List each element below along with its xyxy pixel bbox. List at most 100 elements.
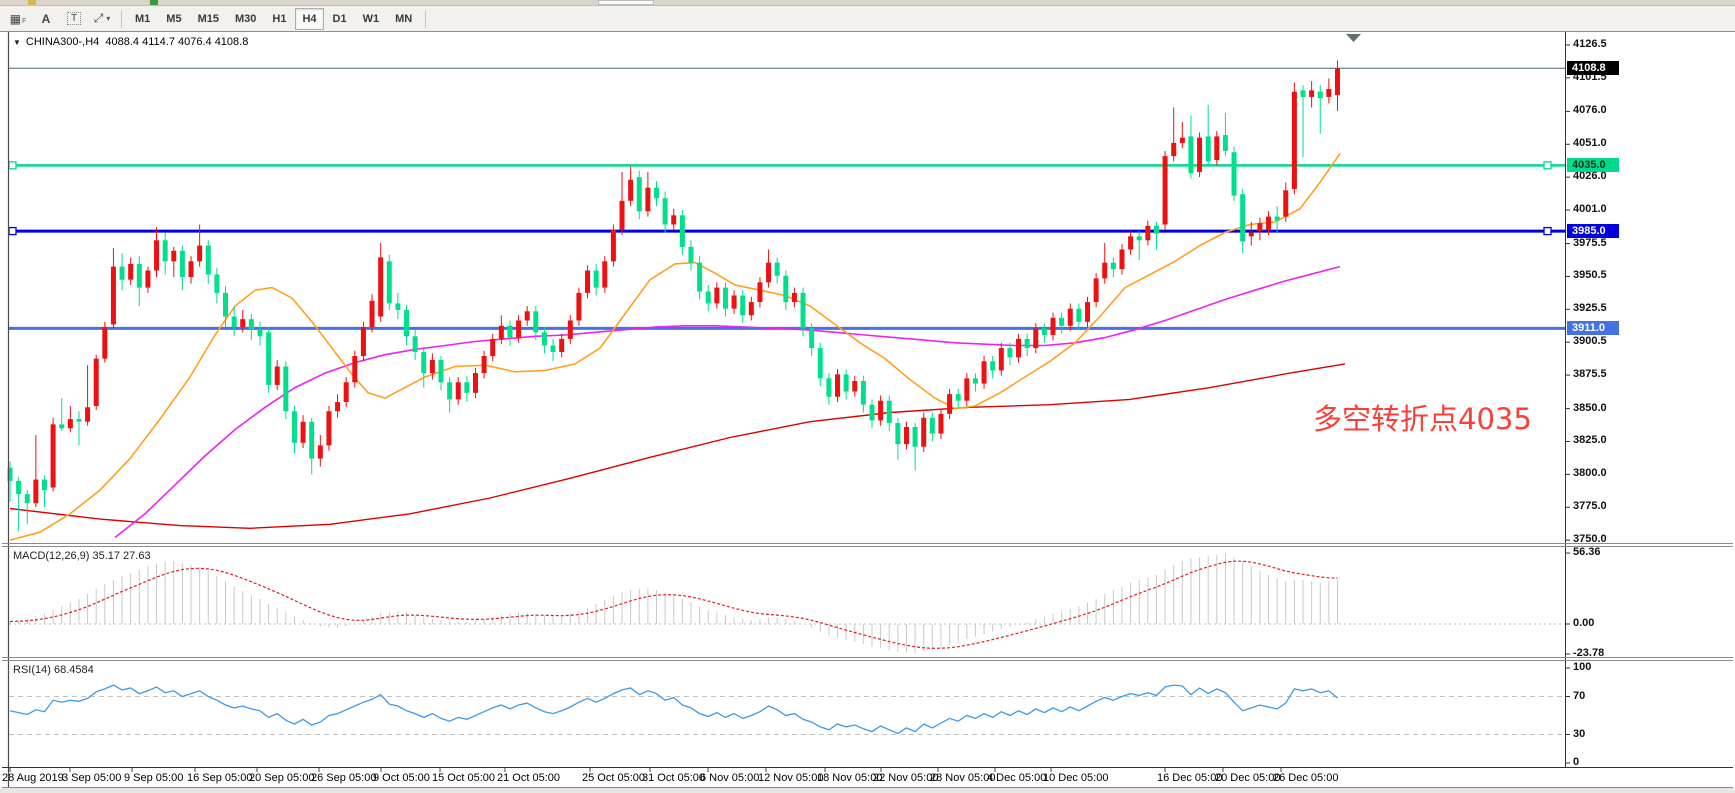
candle-body — [921, 417, 927, 447]
toolbar-separator — [425, 9, 427, 28]
line-handle[interactable] — [1543, 226, 1552, 236]
timeframe-button-MN[interactable]: MN — [395, 12, 413, 25]
time-axis-label[interactable]: 6 Nov 05:00 — [700, 772, 760, 784]
time-axis-label[interactable]: 21 Oct 05:00 — [497, 772, 560, 784]
candle-body — [1033, 328, 1039, 349]
chinese-annotation-text[interactable]: 多空转折点4035 — [1313, 402, 1532, 436]
candle-body — [317, 445, 323, 459]
time-axis-label[interactable]: 25 Oct 05:00 — [582, 772, 645, 784]
chart-shift-marker-icon[interactable] — [1346, 34, 1361, 42]
time-axis-label[interactable]: 20 Dec 05:00 — [1215, 772, 1281, 784]
draw-arrows-button[interactable]: ⤢ ▾ — [89, 8, 115, 30]
time-axis-label[interactable]: 28 Nov 05:00 — [930, 772, 996, 784]
candle-body — [472, 373, 478, 393]
candle-body — [93, 358, 99, 406]
time-axis-label[interactable]: 12 Nov 05:00 — [758, 772, 824, 784]
candle-body — [447, 382, 453, 400]
timeframe-button-W1[interactable]: W1 — [362, 12, 380, 25]
grid-glyph-sub: F — [22, 18, 27, 25]
rsi-axis-label-30: 30 — [1573, 727, 1586, 740]
time-axis-label[interactable]: 28 Aug 2019 — [2, 772, 64, 784]
time-axis-label[interactable]: 16 Dec 05:00 — [1157, 772, 1223, 784]
candle-body — [128, 263, 134, 280]
candle-body — [231, 316, 237, 328]
price-axis-label-3875.5: 3875.5 — [1573, 368, 1607, 381]
line-handle[interactable] — [8, 226, 17, 236]
time-axis-label[interactable]: 20 Sep 05:00 — [249, 772, 315, 784]
candle-body — [619, 200, 625, 230]
candle-body — [981, 361, 987, 384]
time-axis-label[interactable]: 3 Sep 05:00 — [62, 772, 122, 784]
candle-body — [369, 300, 375, 328]
timeframe-button-H1[interactable]: H1 — [272, 12, 287, 25]
candle-body — [705, 291, 711, 304]
line-handle[interactable] — [1543, 161, 1552, 170]
timeframe-button-M15[interactable]: M15 — [197, 12, 219, 25]
candle-body — [1326, 89, 1332, 97]
candle-body — [1007, 348, 1013, 358]
indicator-grid-icon[interactable]: ▦ F — [5, 8, 31, 30]
candle-body — [947, 394, 953, 414]
price-axis-label-4126.5: 4126.5 — [1573, 38, 1607, 50]
timeframe-button-M5[interactable]: M5 — [166, 12, 182, 25]
ma-line-magenta — [114, 265, 1341, 539]
time-axis-label[interactable]: 4 Dec 05:00 — [987, 772, 1047, 784]
candle-body — [1197, 137, 1203, 172]
candle-body — [386, 261, 392, 304]
time-axis-label[interactable]: 22 Nov 05:00 — [873, 772, 939, 784]
time-axis-label[interactable]: 26 Dec 05:00 — [1273, 772, 1339, 784]
rsi-axis-label-100: 100 — [1573, 661, 1592, 673]
candle-body — [50, 424, 56, 488]
time-axis-label[interactable]: 18 Nov 05:00 — [817, 772, 883, 784]
time-axis-label[interactable]: 9 Sep 05:00 — [124, 772, 184, 784]
timeframe-button-M30[interactable]: M30 — [234, 12, 257, 25]
candle-body — [1059, 317, 1065, 326]
candle-body — [895, 423, 901, 445]
timeframe-button-D1[interactable]: D1 — [332, 12, 347, 25]
symbol-period-label: CHINA300-,H4 — [25, 36, 100, 48]
time-axis-label[interactable]: 15 Oct 05:00 — [432, 772, 495, 784]
candle-body — [1067, 308, 1073, 326]
text-label-button[interactable]: T — [61, 8, 87, 30]
timeframe-button-M1[interactable]: M1 — [135, 12, 151, 25]
candle-body — [1222, 135, 1228, 151]
candle-body — [145, 270, 151, 288]
candle-body — [498, 325, 504, 339]
candle-body — [1188, 136, 1194, 174]
candle-body — [533, 311, 539, 333]
candle-body — [714, 287, 720, 304]
candle-body — [1179, 137, 1185, 143]
line-handle[interactable] — [8, 161, 17, 170]
candle-body — [1093, 278, 1099, 303]
candle-body — [274, 366, 280, 385]
macd-signal-line — [9, 560, 1338, 649]
candle-body — [783, 275, 789, 303]
candle-body — [481, 355, 487, 374]
candle-body — [41, 479, 47, 491]
time-axis-label[interactable]: 16 Sep 05:00 — [187, 772, 253, 784]
candle-body — [309, 421, 315, 459]
macd-indicator-label: MACD(12,26,9) 35.17 27.63 — [13, 550, 151, 562]
font-a-button[interactable]: A — [33, 8, 59, 30]
time-axis-label[interactable]: 9 Oct 05:00 — [373, 772, 430, 784]
toolbar-fragment-box — [598, 0, 654, 5]
candle-body — [800, 292, 806, 329]
candle-body — [1205, 136, 1211, 162]
time-axis-label[interactable]: 31 Oct 05:00 — [642, 772, 705, 784]
grid-glyph: ▦ — [9, 11, 22, 26]
candle-body — [1317, 91, 1323, 99]
rsi-indicator-label: RSI(14) 68.4584 — [13, 664, 94, 676]
candle-body — [326, 411, 332, 446]
collapse-triangle-icon[interactable]: ▼ — [13, 38, 21, 47]
chart-toolbar: ▦ F A T ⤢ ▾ M1 M5 M15 M30 H1 H4 D1 W1 MN — [0, 6, 1735, 31]
candle-body — [1291, 91, 1297, 189]
time-axis-label[interactable]: 10 Dec 05:00 — [1043, 772, 1109, 784]
candle-body — [85, 407, 91, 422]
candle-body — [990, 361, 996, 371]
candle-body — [809, 328, 815, 349]
timeframe-button-H4[interactable]: H4 — [295, 7, 324, 30]
chart-background — [2, 32, 1733, 788]
candle-body — [662, 198, 668, 225]
time-axis-label[interactable]: 26 Sep 05:00 — [311, 772, 377, 784]
